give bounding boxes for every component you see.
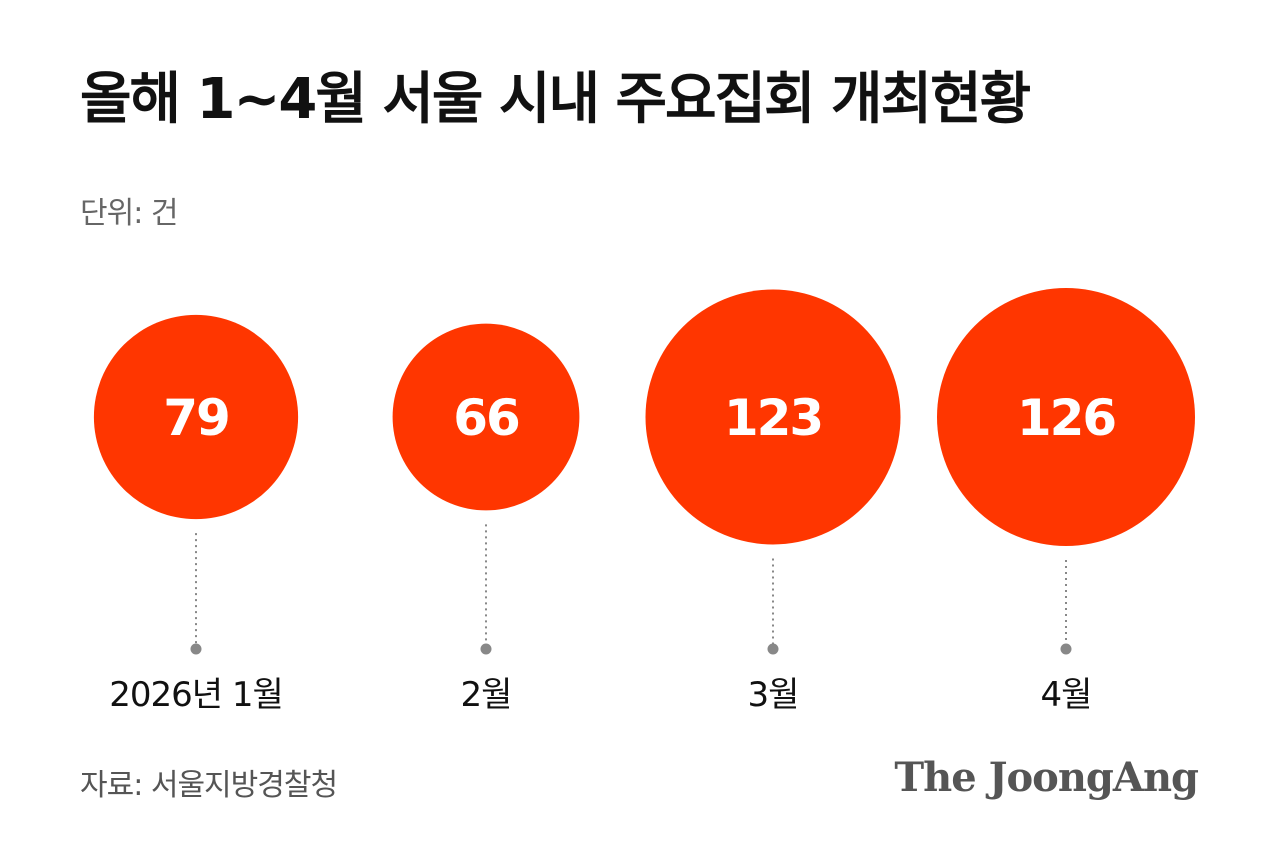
chart-title: 올해 1~4월 서울 시내 주요집회 개최현황 (80, 67, 1031, 132)
source-note: 자료: 서울지방경찰청 (80, 768, 338, 803)
category-label: 4월 (1041, 675, 1092, 715)
connector-dot (1060, 643, 1072, 655)
category-label: 2026년 1월 (109, 675, 283, 715)
data-label: 66 (453, 389, 519, 447)
publisher-logo: The JoongAng (894, 754, 1199, 801)
connector-dot (767, 643, 779, 655)
connector-dot (480, 643, 492, 655)
data-label: 126 (1017, 389, 1116, 447)
unit-label: 단위: 건 (80, 196, 178, 231)
bubble (937, 288, 1195, 546)
data-label: 123 (724, 389, 822, 447)
connector-dot (190, 643, 202, 655)
bubble (93, 314, 299, 520)
category-label: 3월 (748, 675, 799, 715)
bubble (645, 289, 901, 545)
category-label: 2월 (461, 675, 512, 715)
data-label: 79 (163, 389, 229, 447)
bubble (392, 323, 580, 511)
